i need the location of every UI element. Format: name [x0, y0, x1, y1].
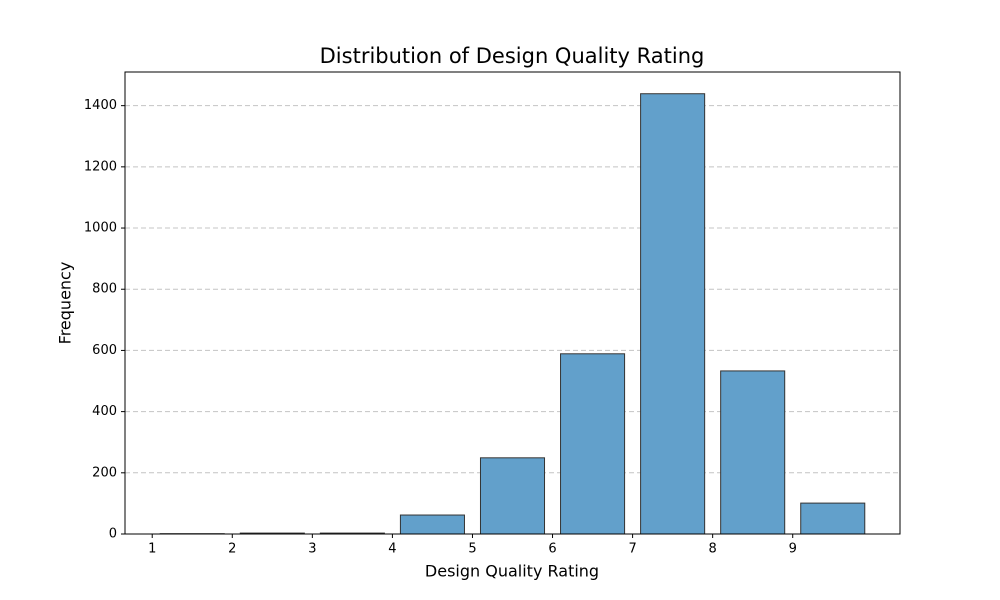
x-tick-label: 4 — [388, 542, 396, 557]
bar — [640, 93, 706, 535]
x-tick-label: 7 — [628, 542, 636, 557]
chart-title: Distribution of Design Quality Rating — [320, 44, 705, 68]
y-tick-label: 0 — [109, 527, 117, 542]
x-tick-label: 3 — [308, 542, 316, 557]
y-tick-label: 200 — [92, 465, 117, 480]
y-tick-label: 600 — [92, 343, 117, 358]
bar — [399, 514, 465, 535]
y-tick-label: 1200 — [84, 159, 117, 174]
bar — [560, 353, 626, 535]
bar — [479, 457, 546, 535]
x-axis-label: Design Quality Rating — [425, 562, 599, 581]
y-tick-label: 1400 — [84, 98, 117, 113]
x-tick-label: 1 — [148, 542, 156, 557]
plot-frame — [124, 71, 901, 535]
y-tick-label: 1000 — [84, 221, 117, 236]
x-tick-label: 9 — [789, 542, 797, 557]
x-tick-label: 8 — [709, 542, 717, 557]
bar — [800, 502, 866, 535]
y-tick-label: 800 — [92, 282, 117, 297]
y-tick-label: 400 — [92, 404, 117, 419]
x-tick-label: 5 — [468, 542, 476, 557]
x-tick-label: 6 — [548, 542, 556, 557]
bar — [720, 370, 786, 535]
x-tick-label: 2 — [228, 542, 236, 557]
y-axis-label: Frequency — [56, 262, 75, 345]
